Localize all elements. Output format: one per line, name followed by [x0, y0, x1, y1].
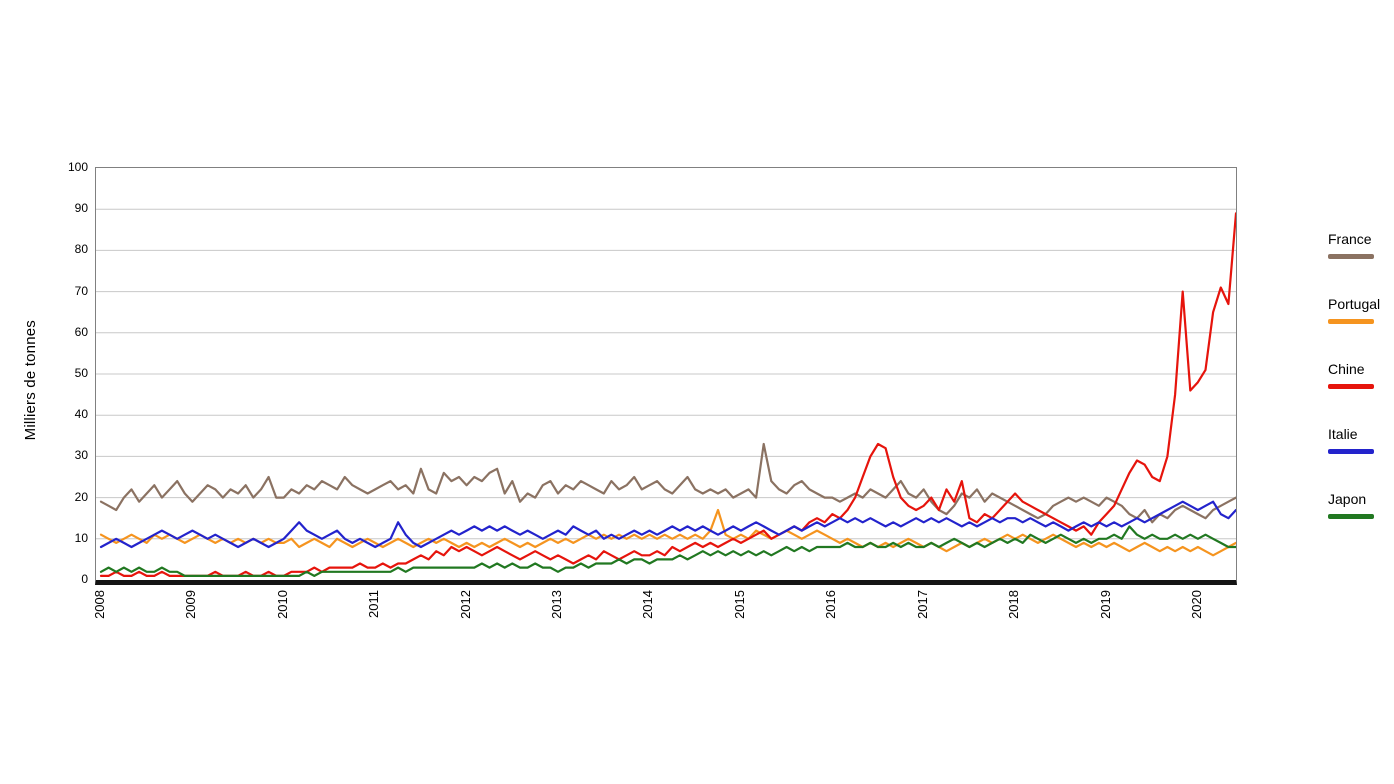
- x-tick-label: 2013: [549, 590, 565, 619]
- legend-label: Japon: [1328, 491, 1367, 507]
- x-tick-label: 2011: [366, 590, 382, 618]
- legend-swatch: [1328, 449, 1374, 454]
- x-tick-label: 2012: [457, 590, 473, 619]
- x-tick-label: 2009: [183, 590, 199, 619]
- y-tick-label: 100: [67, 160, 88, 174]
- x-tick-label: 2014: [640, 590, 656, 619]
- legend-item-portugal: Portugal: [1328, 296, 1380, 324]
- y-tick-label: 90: [74, 201, 88, 216]
- chart-canvas: [96, 208, 1236, 577]
- series-line-portugal: [99, 508, 1236, 557]
- legend-label: Chine: [1328, 361, 1365, 377]
- legend-swatch: [1328, 514, 1374, 519]
- y-tick-label: 70: [74, 283, 88, 298]
- series-line-italie: [99, 500, 1236, 549]
- x-tick-label: 2008: [92, 590, 107, 619]
- y-tick-label: 30: [74, 448, 88, 463]
- y-axis-title: Milliers de tonnes: [22, 320, 39, 441]
- legend-label: Portugal: [1328, 296, 1381, 312]
- y-tick-label: 0: [81, 572, 88, 586]
- y-tick-label: 20: [74, 489, 88, 504]
- plot-area: [95, 167, 1237, 585]
- legend-label: Italie: [1328, 426, 1358, 442]
- x-tick-label: 2019: [1097, 590, 1113, 619]
- y-tick-label: 80: [74, 242, 88, 257]
- series-line-chine: [99, 212, 1236, 577]
- legend-label: France: [1328, 231, 1372, 247]
- series-line-france: [99, 442, 1236, 524]
- x-tick-label: 2016: [823, 590, 839, 619]
- legend-item-japon: Japon: [1328, 491, 1380, 519]
- legend-swatch: [1328, 254, 1374, 259]
- y-tick-label: 40: [74, 407, 88, 422]
- y-tick-label: 60: [74, 324, 88, 339]
- legend-swatch: [1328, 319, 1374, 324]
- series-line-japon: [99, 525, 1236, 577]
- legend-item-italie: Italie: [1328, 426, 1380, 454]
- legend-swatch: [1328, 384, 1374, 389]
- legend-item-chine: Chine: [1328, 361, 1380, 389]
- y-tick-label: 50: [74, 366, 88, 380]
- x-tick-label: 2017: [914, 590, 930, 619]
- x-tick-label: 2010: [274, 590, 290, 619]
- x-tick-label: 2018: [1006, 590, 1022, 619]
- x-tick-label: 2015: [731, 590, 747, 619]
- x-tick-label: 2020: [1188, 590, 1204, 619]
- legend-item-france: France: [1328, 231, 1380, 259]
- chart-legend: France Portugal Chine Italie Japon: [1328, 231, 1380, 556]
- y-tick-label: 10: [74, 530, 88, 545]
